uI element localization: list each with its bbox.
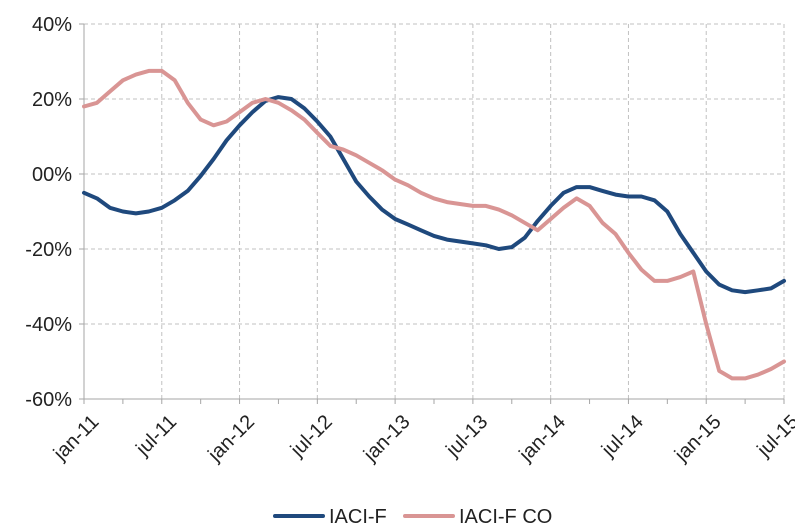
axes xyxy=(79,23,785,404)
y-tick-label: 40% xyxy=(32,14,72,36)
gridlines xyxy=(84,23,785,399)
series-lines xyxy=(82,68,786,381)
y-tick-labels: 40% 20% 00% -20% -40% -60% xyxy=(25,14,72,411)
series-line-iaci-f xyxy=(82,95,786,295)
x-tick-label: jan-15 xyxy=(670,411,726,467)
y-tick-label: -60% xyxy=(25,389,72,411)
x-tick-label: jul-13 xyxy=(441,411,492,462)
y-tick-label: -40% xyxy=(25,314,72,336)
y-tick-label: -20% xyxy=(25,239,72,261)
x-tick-label: jul-15 xyxy=(753,411,795,462)
x-tick-label: jan-13 xyxy=(359,411,415,467)
x-tick-label: jan-14 xyxy=(515,411,571,467)
legend-label-iaci-f: IACI-F xyxy=(329,506,387,528)
x-tick-label: jul-12 xyxy=(286,411,337,462)
y-tick-label: 00% xyxy=(32,164,72,186)
x-tick-label: jul-11 xyxy=(131,411,181,461)
x-tick-label: jan-12 xyxy=(203,411,259,467)
legend-label-iaci-f-co: IACI-F CO xyxy=(459,506,552,528)
y-tick-label: 20% xyxy=(32,89,72,111)
x-tick-label: jan-11 xyxy=(49,411,104,466)
legend: IACI-F IACI-F CO xyxy=(273,506,552,528)
x-tick-labels: jan-11 jul-11 jan-12 jul-12 jan-13 jul-13 jan-… xyxy=(49,411,795,467)
x-tick-label: jul-14 xyxy=(597,411,648,462)
series-line-iaci-f-co xyxy=(82,68,786,381)
